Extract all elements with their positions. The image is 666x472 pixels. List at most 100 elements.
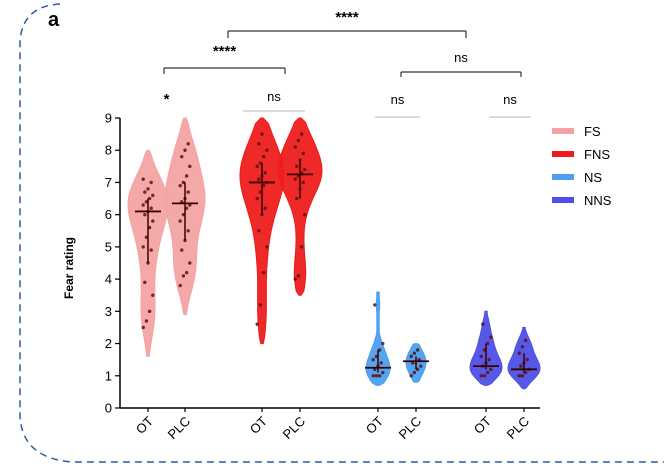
data-point: [303, 167, 307, 172]
data-point: [257, 229, 261, 233]
y-tick-label: 2: [105, 336, 112, 351]
data-point: [263, 171, 267, 175]
data-point: [371, 374, 375, 378]
data-point: [186, 190, 190, 194]
data-point: [293, 177, 297, 181]
data-point: [481, 322, 485, 326]
y-tick-label: 9: [105, 111, 112, 126]
data-point: [479, 354, 483, 359]
data-point: [295, 164, 299, 169]
data-point: [183, 148, 187, 152]
data-point: [143, 212, 147, 217]
data-point: [141, 245, 145, 249]
data-point: [255, 322, 259, 326]
data-point: [523, 338, 528, 343]
data-point: [184, 270, 189, 275]
data-point: [149, 248, 153, 252]
violin-fns-ot: [239, 117, 285, 345]
data-point: [265, 245, 269, 249]
data-point: [180, 248, 184, 252]
data-point: [261, 270, 266, 275]
data-point: [482, 348, 487, 352]
data-point: [184, 174, 189, 178]
panel-dashed-border: [19, 3, 664, 463]
data-point: [487, 357, 491, 362]
legend-label-ns: NS: [584, 170, 602, 185]
data-point: [299, 245, 304, 249]
data-point: [525, 357, 529, 362]
significance-label: ns: [267, 89, 281, 104]
violin-ns-ot: [365, 291, 391, 386]
data-point: [178, 219, 182, 223]
legend-swatch-nns: [552, 197, 574, 203]
x-tick-label: OT: [471, 413, 494, 436]
data-point: [180, 154, 184, 159]
data-point: [255, 164, 259, 169]
data-point: [489, 367, 493, 372]
data-point: [301, 151, 305, 156]
data-point: [178, 283, 182, 288]
data-point: [485, 370, 490, 375]
data-point: [146, 187, 150, 191]
data-point: [151, 193, 155, 198]
data-point: [520, 345, 525, 349]
y-axis-label: Fear rating: [62, 237, 76, 299]
data-point: [151, 219, 155, 223]
data-point: [181, 274, 186, 278]
x-tick-label: OT: [363, 413, 386, 436]
data-point: [141, 325, 145, 330]
data-point: [412, 370, 417, 375]
data-point: [299, 132, 304, 136]
significance-label: ****: [213, 43, 237, 60]
data-point: [293, 277, 297, 281]
data-point: [143, 190, 147, 194]
significance-label: ns: [454, 50, 468, 65]
data-point: [381, 370, 385, 375]
y-tick-label: 8: [105, 143, 112, 158]
legend-swatch-fs: [552, 128, 574, 134]
data-point: [188, 261, 192, 265]
data-point: [371, 357, 375, 362]
x-tick-label: OT: [247, 413, 270, 436]
data-point: [143, 280, 147, 285]
data-point: [489, 335, 493, 339]
significance-label: ns: [503, 92, 517, 107]
data-point: [260, 132, 264, 136]
legend-label-nns: NNS: [584, 193, 612, 208]
data-point: [258, 161, 263, 165]
data-point: [295, 196, 299, 201]
data-point: [296, 274, 301, 278]
data-point: [178, 183, 182, 188]
y-tick-label: 0: [105, 401, 112, 416]
data-point: [412, 351, 417, 355]
x-tick-label: PLC: [165, 414, 193, 442]
x-tick-label: OT: [133, 413, 156, 436]
x-tick-label: PLC: [396, 414, 424, 442]
data-point: [258, 190, 263, 194]
data-point: [141, 203, 145, 207]
violin-fns-plc: [277, 117, 323, 296]
data-point: [409, 354, 413, 359]
data-point: [517, 351, 521, 355]
data-point: [379, 361, 383, 365]
y-tick-label: 6: [105, 207, 112, 222]
y-tick-label: 5: [105, 239, 112, 254]
x-tick-label: PLC: [504, 414, 532, 442]
data-point: [255, 196, 259, 201]
data-point: [141, 177, 145, 181]
significance-label: ****: [335, 9, 359, 26]
data-point: [373, 303, 377, 307]
panel-letter: a: [48, 9, 60, 31]
data-point: [151, 293, 155, 297]
data-point: [520, 374, 525, 378]
data-point: [479, 374, 483, 378]
data-point: [409, 374, 413, 378]
data-point: [188, 164, 192, 169]
data-point: [482, 374, 487, 378]
data-point: [415, 348, 420, 352]
data-point: [381, 341, 385, 346]
data-point: [301, 180, 305, 185]
legend-swatch-fns: [552, 151, 574, 157]
data-point: [149, 180, 153, 185]
